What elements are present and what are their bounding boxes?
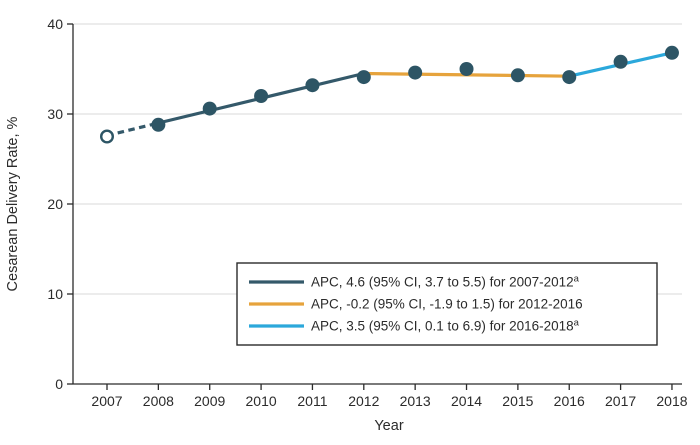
- x-tick-label: 2008: [143, 393, 174, 409]
- data-point-open-2007: [99, 129, 114, 144]
- x-tick-label: 2010: [246, 393, 277, 409]
- legend-group: APC, 4.6 (95% CI, 3.7 to 5.5) for 2007-2…: [236, 262, 658, 346]
- legend-label-0: APC, 4.6 (95% CI, 3.7 to 5.5) for 2007-2…: [311, 274, 580, 290]
- trend-lines-group: [106, 51, 673, 138]
- legend-label-1: APC, -0.2 (95% CI, -1.9 to 1.5) for 2012…: [311, 297, 583, 312]
- x-tick-label: 2014: [451, 393, 482, 409]
- x-tick-label: 2011: [297, 393, 327, 409]
- y-tick-label: 20: [47, 196, 63, 212]
- x-tick-label: 2017: [605, 393, 636, 409]
- axes-group: 0 10 20 30 40 2007 2008 2009 2010 2011 2012 2013 201…: [47, 16, 687, 409]
- x-tick-label: 2012: [348, 393, 379, 409]
- data-points-group: [99, 45, 679, 144]
- y-tick-label: 0: [55, 376, 63, 392]
- data-point-2015: [510, 68, 525, 83]
- x-axis-title: Year: [374, 418, 403, 434]
- x-tick-label: 2018: [656, 393, 687, 409]
- data-point-2010: [254, 89, 269, 103]
- data-point-2009: [202, 101, 217, 116]
- x-tick-label: 2007: [91, 393, 122, 409]
- y-tick-label: 10: [47, 286, 63, 302]
- legend-label-2: APC, 3.5 (95% CI, 0.1 to 6.9) for 2016-2…: [311, 318, 580, 334]
- data-point-2008: [151, 117, 166, 132]
- x-tick-label: 2016: [554, 393, 585, 409]
- data-point-2014: [459, 62, 474, 76]
- trend-line-2007-2008: [106, 121, 159, 138]
- data-point-2012: [356, 70, 371, 85]
- data-point-2011: [305, 78, 320, 93]
- data-point-2016: [562, 70, 577, 85]
- x-tick-label: 2013: [400, 393, 431, 409]
- x-tick-label: 2009: [194, 393, 225, 409]
- legend-label-superscript-0: a: [574, 274, 580, 285]
- y-axis-title: Cesarean Delivery Rate, %: [5, 116, 21, 291]
- y-tick-label: 40: [47, 16, 63, 32]
- gridlines-group: [73, 23, 682, 295]
- data-point-2018: [664, 45, 679, 60]
- legend-label-superscript-2: a: [574, 318, 580, 329]
- data-point-2017: [613, 54, 628, 69]
- legend-box: [236, 262, 658, 346]
- y-tick-label: 30: [47, 106, 63, 122]
- data-point-2013: [408, 65, 423, 80]
- x-tick-label: 2015: [502, 393, 533, 409]
